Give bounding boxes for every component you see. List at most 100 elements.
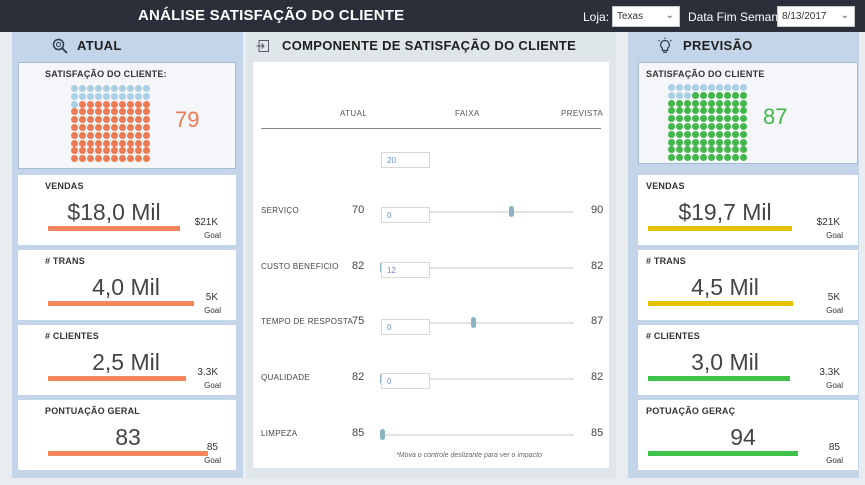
waffle-dot bbox=[135, 123, 142, 131]
previsao-satisfaction-card[interactable]: SATISFAÇÃO DO CLIENTE 87 bbox=[638, 62, 858, 164]
waffle-dot bbox=[692, 115, 699, 123]
metric-value: 83 bbox=[115, 424, 141, 450]
column-header-prevista: PREVISTA bbox=[561, 109, 604, 118]
waffle-dot bbox=[676, 91, 683, 99]
waffle-dot bbox=[127, 85, 134, 92]
waffle-dot bbox=[676, 84, 683, 91]
waffle-dot bbox=[95, 116, 102, 124]
header-divider bbox=[261, 128, 601, 129]
waffle-dot bbox=[119, 139, 126, 147]
slider-value-input[interactable]: 0 bbox=[381, 207, 430, 223]
waffle-dot bbox=[135, 85, 142, 92]
waffle-dot bbox=[668, 99, 675, 107]
goal-label: Goal bbox=[826, 231, 843, 240]
waffle-dot bbox=[87, 108, 94, 116]
metric-progress-bar bbox=[648, 376, 790, 381]
waffle-dot bbox=[700, 154, 707, 162]
chevron-down-icon: ⌄ bbox=[665, 10, 674, 21]
waffle-dot bbox=[708, 84, 715, 91]
waffle-dot bbox=[135, 92, 142, 100]
waffle-dot bbox=[676, 138, 683, 146]
waffle-dot bbox=[708, 146, 715, 154]
waffle-dot bbox=[71, 139, 78, 147]
waffle-dot bbox=[700, 99, 707, 107]
slider-handle[interactable] bbox=[380, 429, 385, 440]
waffle-dot bbox=[127, 92, 134, 100]
waffle-dot bbox=[668, 122, 675, 130]
slider-handle[interactable] bbox=[509, 206, 515, 217]
footnote: *Mova o controle deslizante para ver o i… bbox=[396, 452, 542, 459]
slider-value-input[interactable]: 0 bbox=[381, 319, 430, 335]
store-select[interactable]: Texas ⌄ bbox=[612, 6, 680, 27]
slider-track[interactable] bbox=[381, 322, 574, 324]
week-end-select[interactable]: 8/13/2017 ⌄ bbox=[777, 6, 855, 27]
waffle-dot bbox=[684, 115, 691, 123]
slider-track[interactable] bbox=[381, 378, 574, 380]
waffle-dot bbox=[708, 99, 715, 107]
waffle-dot bbox=[103, 131, 110, 139]
waffle-dot bbox=[111, 100, 118, 108]
slider-value-input[interactable]: 0 bbox=[381, 373, 430, 389]
row-current-value: 70 bbox=[352, 204, 365, 216]
metric-value: $18,0 Mil bbox=[67, 199, 161, 225]
row-forecast-value: 90 bbox=[591, 204, 604, 216]
slider-value-input[interactable]: 12 bbox=[381, 262, 430, 278]
row-current-value: 75 bbox=[352, 315, 365, 327]
atual-score-card[interactable]: PONTUAÇÃO GERAL 83 85 Goal bbox=[18, 400, 236, 470]
waffle-dot bbox=[716, 146, 723, 154]
week-end-select-value: 8/13/2017 bbox=[782, 11, 827, 22]
waffle-dot bbox=[692, 84, 699, 91]
slider-handle[interactable] bbox=[470, 317, 476, 328]
waffle-dot bbox=[79, 131, 86, 139]
previsao-clients-card[interactable]: # CLIENTES 3,0 Mil 3.3K Goal bbox=[638, 325, 858, 395]
row-current-value: 85 bbox=[352, 427, 365, 439]
zoom-icon bbox=[52, 38, 68, 54]
waffle-dot bbox=[692, 107, 699, 115]
slider-track[interactable] bbox=[381, 211, 574, 213]
previsao-trans-card[interactable]: # TRANS 4,5 Mil 5K Goal bbox=[638, 250, 858, 320]
waffle-dot bbox=[143, 85, 150, 92]
waffle-dot bbox=[684, 99, 691, 107]
slider-track[interactable] bbox=[381, 267, 574, 269]
waffle-dot bbox=[119, 147, 126, 155]
waffle-dot bbox=[127, 108, 134, 116]
waffle-dot bbox=[95, 123, 102, 131]
waffle-dot bbox=[119, 131, 126, 139]
atual-sales-card[interactable]: VENDAS $18,0 Mil $21K Goal bbox=[18, 175, 236, 245]
slider-track[interactable] bbox=[381, 434, 574, 436]
waffle-dot bbox=[732, 107, 739, 115]
waffle-dot bbox=[716, 107, 723, 115]
waffle-dot bbox=[95, 85, 102, 92]
previsao-score-card[interactable]: POTUAÇÃO GERAÇ 94 85 Goal bbox=[638, 400, 858, 470]
waffle-dot bbox=[700, 91, 707, 99]
waffle-dot bbox=[87, 147, 94, 155]
waffle-dot bbox=[716, 99, 723, 107]
atual-trans-card[interactable]: # TRANS 4,0 Mil 5K Goal bbox=[18, 250, 236, 320]
metric-value: $19,7 Mil bbox=[678, 199, 772, 225]
atual-satisfaction-card[interactable]: SATISFAÇÃO DO CLIENTE: 79 bbox=[18, 62, 236, 169]
waffle-dot bbox=[732, 154, 739, 162]
atual-clients-card[interactable]: # CLIENTES 2,5 Mil 3.3K Goal bbox=[18, 325, 236, 395]
waffle-dot bbox=[103, 139, 110, 147]
waffle-dot bbox=[111, 139, 118, 147]
waffle-dot bbox=[103, 116, 110, 124]
goal-label: Goal bbox=[826, 456, 843, 465]
waffle-dot bbox=[119, 100, 126, 108]
waffle-dot bbox=[708, 130, 715, 138]
goal-value: 5K bbox=[827, 292, 840, 303]
waffle-dot bbox=[716, 154, 723, 162]
waffle-dot bbox=[700, 138, 707, 146]
waffle-dot bbox=[716, 91, 723, 99]
row-forecast-value: 85 bbox=[591, 427, 604, 439]
waffle-dot bbox=[668, 154, 675, 162]
waffle-dot bbox=[692, 154, 699, 162]
slider-value-input[interactable]: 20 bbox=[381, 152, 430, 168]
waffle-dot bbox=[692, 130, 699, 138]
waffle-dot bbox=[684, 154, 691, 162]
waffle-dot bbox=[135, 116, 142, 124]
previsao-sales-card[interactable]: VENDAS $19,7 Mil $21K Goal bbox=[638, 175, 858, 245]
waffle-dot bbox=[716, 138, 723, 146]
goal-label: Goal bbox=[826, 306, 843, 315]
satisfaction-waffle bbox=[668, 84, 748, 162]
waffle-dot bbox=[119, 155, 126, 163]
